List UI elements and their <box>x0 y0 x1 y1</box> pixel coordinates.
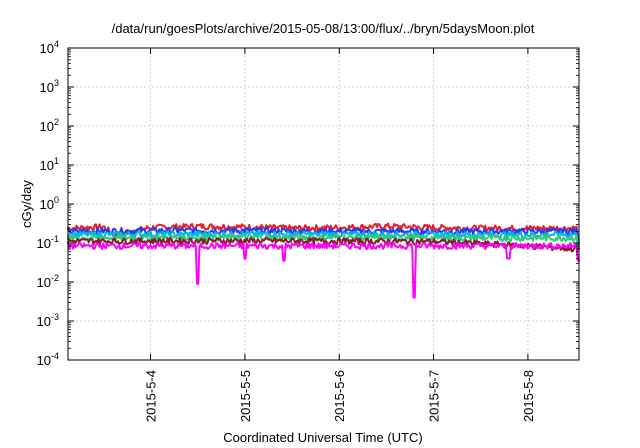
chart-title: /data/run/goesPlots/archive/2015-05-08/1… <box>112 21 535 36</box>
y-tick-labels: 10-4 10-3 10-2 10-1 100 101 102 103 104 <box>37 39 59 368</box>
x-tick-label: 2015-5-6 <box>332 370 347 422</box>
y-tick-label: 101 <box>40 156 59 173</box>
grid <box>68 48 579 360</box>
y-tick-label: 102 <box>40 117 59 134</box>
chart: /data/run/goesPlots/archive/2015-05-08/1… <box>0 0 640 448</box>
x-tick-label: 2015-5-7 <box>427 370 442 422</box>
y-tick-label: 10-2 <box>37 273 59 290</box>
series-line <box>68 243 579 298</box>
y-axis-label: cGy/day <box>19 180 34 228</box>
y-tick-label: 10-1 <box>37 234 59 251</box>
x-tick-labels: 2015-5-4 2015-5-5 2015-5-6 2015-5-7 2015-5-8 <box>144 370 536 422</box>
x-axis-label: Coordinated Universal Time (UTC) <box>223 430 422 445</box>
y-tick-label: 10-3 <box>37 312 59 329</box>
y-tick-label: 10-4 <box>37 351 59 368</box>
x-tick-label: 2015-5-4 <box>144 370 159 422</box>
y-tick-label: 104 <box>40 39 59 56</box>
series-group <box>68 224 579 298</box>
y-tick-label: 103 <box>40 78 59 95</box>
y-tick-label: 100 <box>40 195 59 212</box>
x-tick-label: 2015-5-8 <box>521 370 536 422</box>
x-tick-label: 2015-5-5 <box>238 370 253 422</box>
